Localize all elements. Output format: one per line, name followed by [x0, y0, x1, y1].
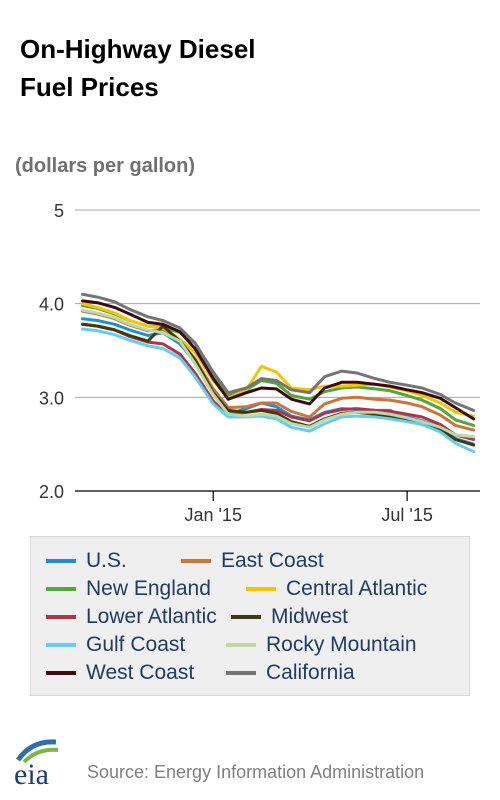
legend-label: Central Atlantic — [286, 577, 428, 600]
y-tick-label: 5 — [54, 201, 64, 221]
legend-label: California — [266, 661, 355, 684]
x-tick-label: Jul '15 — [381, 505, 432, 525]
legend-item-east-coast: East Coast — [181, 549, 324, 573]
legend-swatch — [46, 587, 76, 591]
series-line-california — [81, 292, 476, 412]
source-note: Source: Energy Information Administratio… — [87, 762, 425, 782]
legend-swatch — [46, 671, 76, 675]
legend-label: New England — [86, 577, 211, 600]
units-label: (dollars per gallon) — [15, 155, 196, 177]
legend-label: U.S. — [86, 549, 127, 572]
legend-item-gulf-coast: Gulf Coast — [46, 633, 185, 657]
legend-swatch — [231, 615, 261, 619]
y-tick-label: 2.0 — [39, 482, 64, 502]
series-line-rocky-mountain — [81, 308, 476, 439]
legend-label: Rocky Mountain — [266, 633, 417, 656]
legend-swatch — [46, 559, 76, 563]
chart-title: On-Highway Diesel Fuel Prices — [20, 34, 256, 102]
legend: U.S. East Coast New England Central Atlanti… — [30, 536, 470, 696]
legend-item-midwest: Midwest — [231, 605, 348, 629]
legend-item-west-coast: West Coast — [46, 661, 194, 685]
x-tick-label: Jan '15 — [184, 505, 241, 525]
legend-swatch — [46, 643, 76, 647]
legend-swatch — [226, 643, 256, 647]
legend-item-california: California — [226, 661, 355, 685]
legend-item-lower-atlantic: Lower Atlantic — [46, 605, 217, 629]
eia-logo-text: eia — [14, 758, 49, 791]
eia-logo: eia — [14, 739, 59, 791]
line-chart: 5 4.0 3.0 2.0 Jan '15 Jul '15 — [39, 201, 480, 525]
series-line-west-coast — [81, 299, 476, 421]
legend-item-rocky-mountain: Rocky Mountain — [226, 633, 417, 657]
legend-label: East Coast — [221, 549, 324, 572]
legend-swatch — [246, 587, 276, 591]
grid-layer — [75, 209, 480, 398]
legend-label: West Coast — [86, 661, 195, 684]
series-layer — [81, 292, 476, 454]
legend-swatch — [226, 671, 256, 675]
y-tick-label: 4.0 — [39, 295, 64, 315]
legend-item-central-atlantic: Central Atlantic — [246, 577, 427, 601]
legend-item-u-s-: U.S. — [46, 549, 127, 573]
series-line-gulf-coast — [81, 327, 476, 454]
axis-layer: 5 4.0 3.0 2.0 Jan '15 Jul '15 — [39, 201, 480, 525]
legend-label: Midwest — [271, 605, 349, 628]
y-tick-label: 3.0 — [39, 388, 64, 408]
legend-swatch — [181, 559, 211, 563]
legend-swatch — [46, 615, 76, 619]
legend-item-new-england: New England — [46, 577, 211, 601]
legend-label: Gulf Coast — [86, 633, 186, 656]
legend-label: Lower Atlantic — [86, 605, 217, 628]
